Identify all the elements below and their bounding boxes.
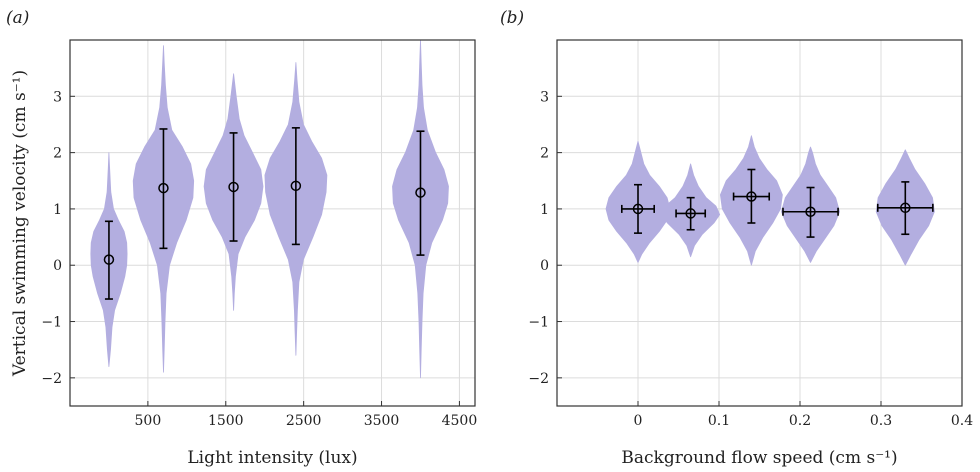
ytick-label: 3 <box>540 89 549 105</box>
mean-marker-5 <box>415 187 426 198</box>
ytick-label: 0 <box>53 258 62 274</box>
xtick-label: 0.1 <box>708 413 730 429</box>
errorbar-1 <box>103 220 115 300</box>
errorbar-3 <box>228 132 239 242</box>
xtick-label: 0.4 <box>951 413 973 429</box>
errorbar-5 <box>876 181 934 236</box>
ytick-label: 2 <box>540 146 549 162</box>
mean-marker-5 <box>900 202 911 214</box>
mean-marker-4 <box>290 180 302 192</box>
mean-marker-3 <box>228 181 239 193</box>
ytick-label: 1 <box>540 202 549 218</box>
errorbar-1 <box>620 183 656 234</box>
ytick-label: 1 <box>53 202 62 218</box>
xtick-label: 0 <box>634 413 643 429</box>
mean-marker-4 <box>805 206 816 217</box>
errorbar-2 <box>675 196 707 231</box>
xtick-label: 500 <box>135 413 162 429</box>
mean-marker-2 <box>685 208 696 219</box>
ytick-label: −2 <box>41 371 62 387</box>
ytick-label: 0 <box>540 258 549 274</box>
errorbar-4 <box>290 127 302 246</box>
panel-label-a: (a) <box>6 8 29 28</box>
panel-label-b: (b) <box>500 8 524 28</box>
x-axis-label: Background flow speed (cm s⁻¹) <box>621 448 897 468</box>
xtick-label: 1500 <box>208 413 244 429</box>
chart-panel-b: −2 −1 0 1 2 3 0 0.1 0.2 0.3 0.4 Background flow spe… <box>500 8 973 468</box>
xtick-label: 0.3 <box>870 413 892 429</box>
xtick-label: 2500 <box>286 413 322 429</box>
y-axis-label: Vertical swimming velocity (cm s⁻¹) <box>10 70 30 377</box>
mean-marker-1 <box>632 203 644 215</box>
xtick-label: 0.2 <box>789 413 811 429</box>
errorbar-3 <box>732 168 771 224</box>
errorbar-4 <box>782 186 839 238</box>
axes-frame <box>69 39 476 407</box>
errorbar-2 <box>158 128 169 250</box>
axes-frame <box>556 39 963 407</box>
mean-marker-2 <box>158 182 169 194</box>
xtick-label: 3500 <box>364 413 400 429</box>
ytick-label: 2 <box>53 146 62 162</box>
mean-marker-3 <box>746 191 757 202</box>
ytick-label: −2 <box>528 371 549 387</box>
ytick-label: −1 <box>528 315 549 331</box>
ytick-label: −1 <box>41 315 62 331</box>
x-axis-label: Light intensity (lux) <box>187 448 357 468</box>
xtick-label: 4500 <box>442 413 478 429</box>
ytick-label: 3 <box>53 89 62 105</box>
errorbar-5 <box>415 130 426 256</box>
mean-marker-1 <box>103 254 115 265</box>
